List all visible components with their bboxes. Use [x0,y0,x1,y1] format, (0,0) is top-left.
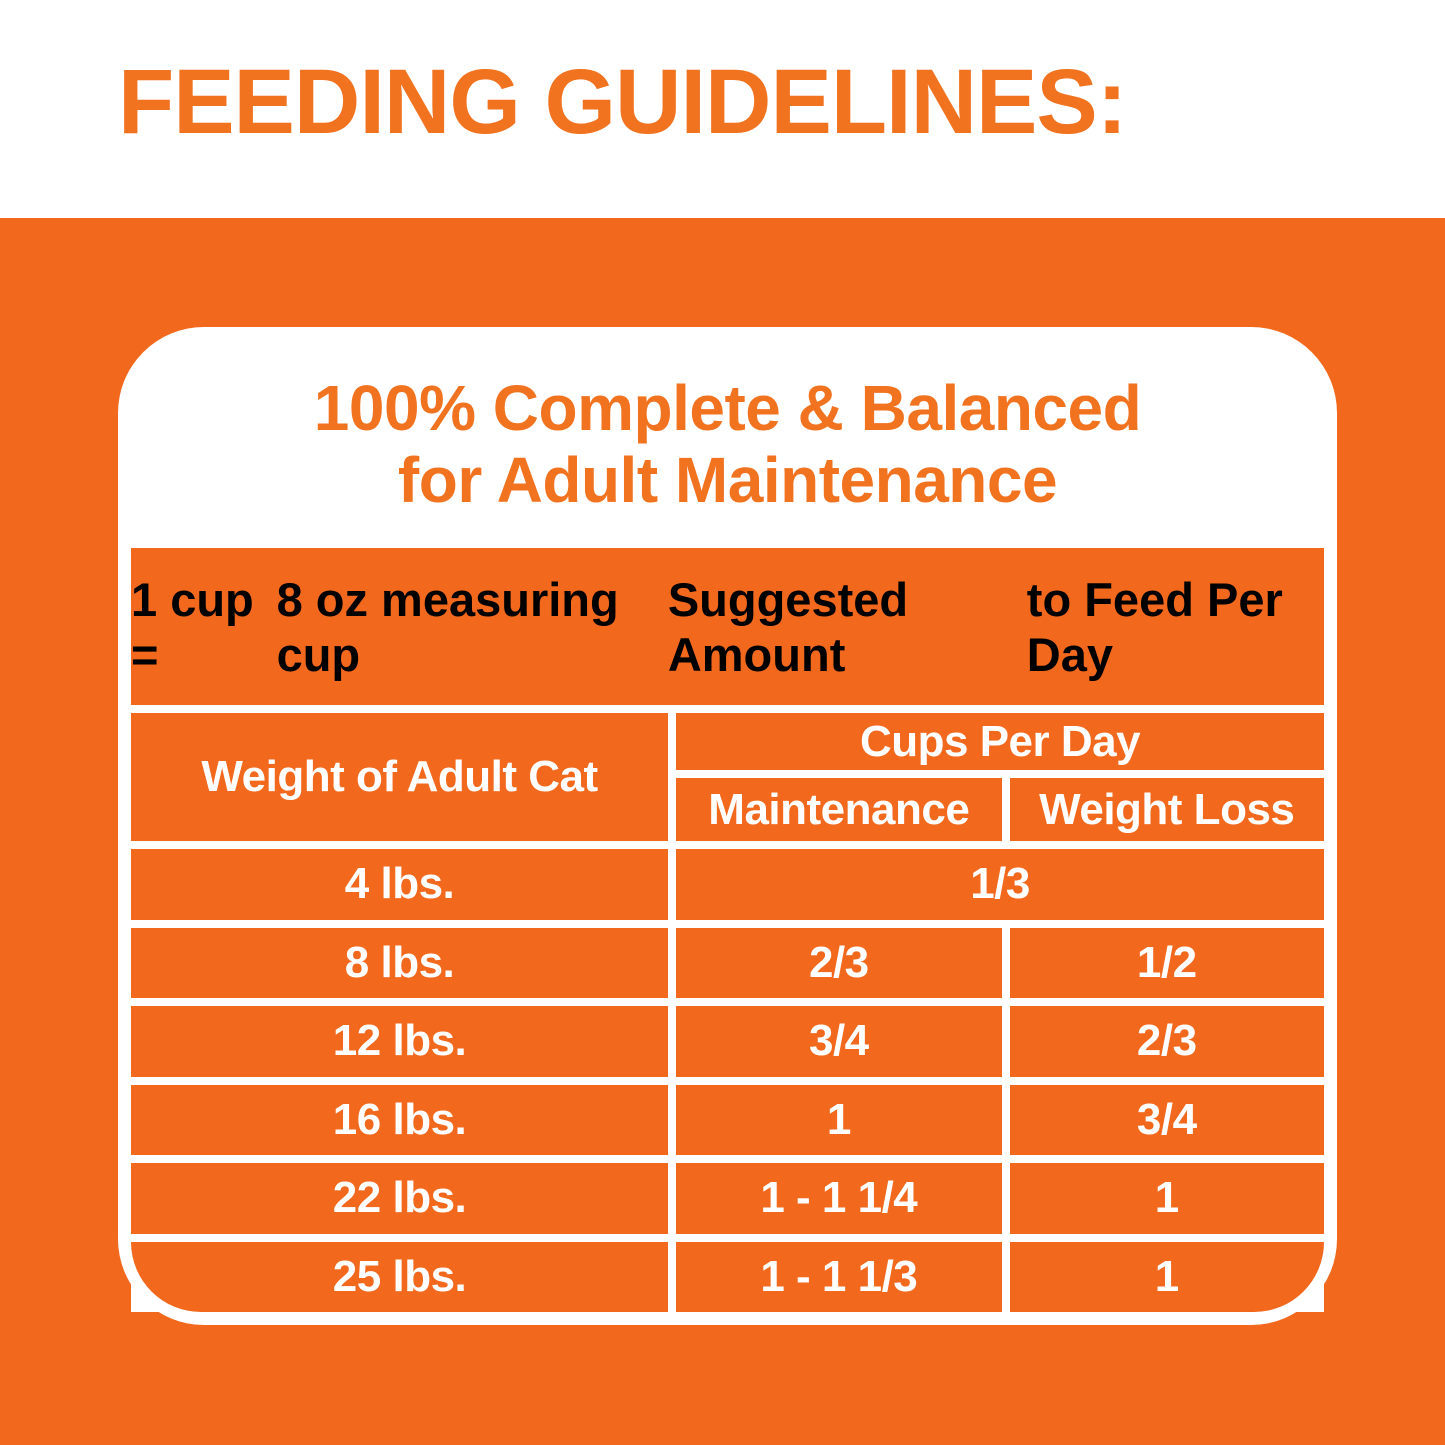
column-header-weight-loss: Weight Loss [1009,778,1324,841]
table-row-maintenance-25lbs: 1 - 1 1/3 [676,1241,1002,1312]
feeding-table: 1 cup = 8 oz measuring cup Suggested Amo… [131,548,1324,1312]
table-row-weight-12lbs: 12 lbs. [131,1006,669,1077]
card-header: 100% Complete & Balanced for Adult Maint… [131,340,1324,548]
table-row-weightloss-22lbs: 1 [1009,1163,1324,1234]
table-row-weightloss-12lbs: 2/3 [1009,1006,1324,1077]
table-row-weight-22lbs: 22 lbs. [131,1163,669,1234]
table-row-maintenance-12lbs: 3/4 [676,1006,1002,1077]
table-row-weightloss-16lbs: 3/4 [1009,1084,1324,1155]
page-title: FEEDING GUIDELINES: [118,51,1127,153]
column-header-maintenance: Maintenance [676,778,1002,841]
cup-note-line2: 8 oz measuring cup [276,572,619,681]
table-row-maintenance-22lbs: 1 - 1 1/4 [676,1163,1002,1234]
suggested-amount-note: Suggested Amount to Feed Per Day [668,548,1324,705]
cup-note: 1 cup = 8 oz measuring cup [131,548,668,705]
card-header-line1: 100% Complete & Balanced [313,371,1142,444]
table-row-weight-4lbs: 4 lbs. [131,849,669,920]
column-header-weight: Weight of Adult Cat [131,713,669,841]
card-header-line2: for Adult Maintenance [397,444,1058,516]
table-row-weight-16lbs: 16 lbs. [131,1084,669,1155]
table-note-row: 1 cup = 8 oz measuring cup Suggested Amo… [131,548,1324,705]
table-row-weightloss-25lbs: 1 [1009,1241,1324,1312]
column-group-header-cups-per-day: Cups Per Day [676,713,1324,770]
feeding-guidelines-card: 100% Complete & Balanced for Adult Maint… [118,327,1337,1325]
table-row-weight-8lbs: 8 lbs. [131,927,669,998]
table-row-weightloss-8lbs: 1/2 [1009,927,1324,998]
table-row-value-4lbs-span: 1/3 [676,849,1324,920]
top-white-band: FEEDING GUIDELINES: [0,0,1445,218]
table-row-maintenance-8lbs: 2/3 [676,927,1002,998]
suggested-line2: to Feed Per Day [1026,572,1283,681]
table-row-maintenance-16lbs: 1 [676,1084,1002,1155]
table-row-weight-25lbs: 25 lbs. [131,1241,669,1312]
suggested-line1: Suggested Amount [667,572,909,681]
cup-note-line1: 1 cup = [131,572,254,681]
